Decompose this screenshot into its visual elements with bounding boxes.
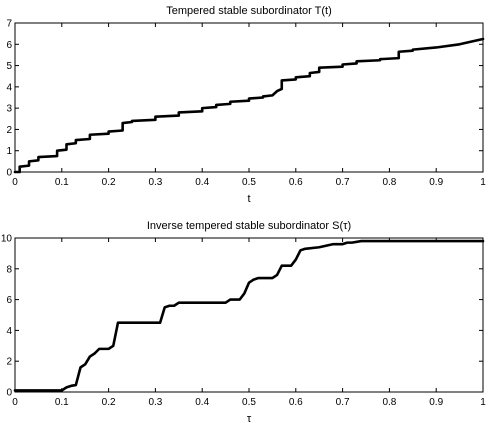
x-tick-label: 0.1 [55,177,69,188]
bottom-chart: Inverse tempered stable subordinator S(τ… [1,220,486,423]
y-tick-label: 5 [6,61,12,72]
y-tick-label: 6 [6,295,12,306]
x-tick-label: 0.2 [102,177,116,188]
x-tick-label: 0.4 [195,397,209,408]
plot-frame [14,237,484,393]
x-tick-label: 0.3 [148,177,162,188]
x-tick-label: 0.3 [148,397,162,408]
chart-title: Tempered stable subordinator T(t) [166,5,332,17]
x-tick-label: 0 [12,397,18,408]
x-tick-label: 0 [12,177,18,188]
x-tick-label: 0.7 [336,397,350,408]
y-tick-label: 7 [6,19,12,30]
y-tick-label: 2 [6,125,12,136]
x-tick-label: 0.2 [102,397,116,408]
y-tick-label: 2 [6,357,12,368]
x-tick-label: 1 [480,397,486,408]
x-axis-label: t [247,193,250,205]
y-tick-label: 4 [6,82,12,93]
y-tick-label: 0 [6,388,12,399]
top-chart: Tempered stable subordinator T(t) 0 0.1 0.2… [6,5,486,205]
x-axis-label: τ [247,413,252,423]
y-tick-label: 3 [6,104,12,115]
x-tick-label: 0.7 [336,177,350,188]
x-tick-label: 0.5 [242,397,256,408]
y-tick-label: 6 [6,40,12,51]
y-tick-label: 0 [6,168,12,179]
y-tick-label: 10 [1,234,13,245]
y-tick-label: 8 [6,264,12,275]
x-tick-label: 0.5 [242,177,256,188]
x-tick-label: 0.8 [382,397,396,408]
x-tick-label: 0.4 [195,177,209,188]
x-tick-label: 0.9 [429,177,443,188]
y-tick-label: 1 [6,146,12,157]
series-line [13,239,485,392]
series-line [13,37,485,174]
x-tick-label: 0.6 [289,397,303,408]
chart-title: Inverse tempered stable subordinator S(τ… [147,220,351,232]
x-tick-label: 0.9 [429,397,443,408]
x-tick-label: 0.6 [289,177,303,188]
x-tick-label: 0.8 [382,177,396,188]
x-tick-label: 0.1 [55,397,69,408]
y-tick-label: 4 [6,326,12,337]
x-tick-label: 1 [480,177,486,188]
